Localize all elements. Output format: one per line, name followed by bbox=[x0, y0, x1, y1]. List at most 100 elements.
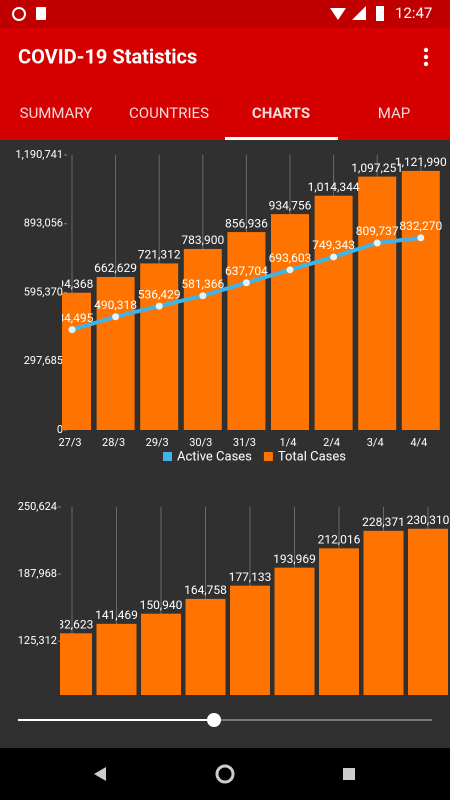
x-tick-label: 1/4 bbox=[280, 436, 297, 449]
bar bbox=[314, 195, 353, 430]
line-point bbox=[155, 302, 163, 310]
value-labels: 594,368662,629721,312783,900856,936934,7… bbox=[51, 155, 447, 325]
line-point bbox=[417, 234, 425, 242]
bar-value-label: 141,469 bbox=[95, 608, 138, 622]
app-title: COVID-19 Statistics bbox=[18, 44, 197, 68]
nav-bar bbox=[0, 748, 450, 800]
legend-swatch bbox=[263, 452, 273, 461]
bar-value-label: 856,936 bbox=[225, 216, 268, 230]
bar bbox=[96, 276, 135, 430]
bar-value-label: 230,310 bbox=[407, 513, 450, 527]
bar-value-label: 1,014,344 bbox=[308, 180, 360, 194]
bar-value-label: 934,756 bbox=[269, 198, 312, 212]
bar bbox=[141, 613, 181, 695]
nav-back[interactable] bbox=[94, 767, 106, 781]
bar bbox=[96, 623, 137, 695]
nav-recents[interactable] bbox=[343, 768, 355, 780]
bar-value-label: 594,368 bbox=[51, 277, 94, 291]
line-value-label: 490,318 bbox=[94, 298, 137, 312]
bar-value-label: 662,629 bbox=[94, 261, 137, 275]
bar bbox=[183, 248, 222, 430]
bar-value-label: 132,623 bbox=[51, 617, 94, 631]
tab[interactable]: SUMMARY bbox=[20, 104, 93, 122]
bar-value-label: 1,121,990 bbox=[395, 155, 447, 169]
x-tick-label: 27/3 bbox=[58, 436, 81, 449]
x-tick-label: 28/3 bbox=[102, 436, 125, 449]
y-tick-label: 595,370 bbox=[24, 285, 63, 298]
battery-icon bbox=[376, 6, 384, 21]
legend-label: Active Cases bbox=[177, 449, 252, 464]
bar bbox=[408, 528, 448, 695]
bars bbox=[60, 528, 448, 695]
signal-icon bbox=[352, 6, 366, 20]
bar bbox=[60, 633, 92, 695]
bar bbox=[401, 170, 440, 431]
line-point bbox=[199, 292, 207, 300]
bar bbox=[271, 214, 309, 430]
bar-value-label: 150,940 bbox=[140, 598, 183, 612]
bar-value-label: 212,016 bbox=[318, 533, 361, 547]
bar bbox=[274, 567, 315, 695]
wifi-icon bbox=[330, 8, 346, 20]
line-value-label: 637,704 bbox=[225, 264, 268, 278]
chart-bottom: 125,312187,968250,624132,623141,469150,9… bbox=[18, 500, 450, 695]
chart-top: 0297,685595,370893,0561,190,741594,36866… bbox=[15, 148, 447, 465]
line-point bbox=[286, 266, 294, 274]
line-value-label: 809,737 bbox=[356, 224, 399, 238]
bar-value-label: 1,097,251 bbox=[351, 161, 403, 175]
tab-indicator bbox=[225, 137, 338, 140]
x-tick-label: 3/4 bbox=[367, 436, 384, 449]
line-value-label: 434,495 bbox=[51, 311, 94, 325]
status-time: 12:47 bbox=[395, 4, 432, 22]
line-point bbox=[112, 313, 120, 321]
bar-value-label: 164,758 bbox=[184, 583, 227, 597]
overflow-menu[interactable] bbox=[423, 47, 429, 67]
legend-swatch bbox=[163, 452, 172, 461]
y-tick-label: 125,312 bbox=[18, 634, 57, 647]
bar bbox=[319, 548, 359, 695]
y-tick-label: 187,968 bbox=[18, 567, 57, 580]
status-bar bbox=[0, 0, 450, 28]
y-tick-label: 297,685 bbox=[24, 354, 63, 367]
line-point bbox=[68, 326, 76, 334]
line-value-label: 749,343 bbox=[312, 238, 355, 252]
tab[interactable]: MAP bbox=[378, 104, 410, 122]
y-tick-label: 0 bbox=[57, 423, 63, 436]
y-tick-label: 893,056 bbox=[24, 217, 63, 230]
y-tick-label: 250,624 bbox=[18, 500, 57, 513]
x-tick-label: 2/4 bbox=[323, 436, 340, 449]
x-tick-label: 29/3 bbox=[146, 436, 169, 449]
bar-value-label: 721,312 bbox=[138, 248, 181, 262]
line-point bbox=[330, 253, 338, 261]
bar bbox=[227, 232, 266, 430]
slider-thumb[interactable] bbox=[207, 713, 221, 727]
bar bbox=[230, 585, 270, 695]
line-value-label: 536,429 bbox=[138, 287, 181, 301]
nav-home[interactable] bbox=[215, 764, 235, 784]
tab-selected[interactable]: CHARTS bbox=[252, 104, 310, 122]
x-tick-label: 4/4 bbox=[410, 436, 427, 449]
x-tick-label: 30/3 bbox=[189, 436, 212, 449]
line-point bbox=[242, 279, 250, 287]
legend-label: Total Cases bbox=[278, 449, 346, 464]
bar-value-label: 228,371 bbox=[362, 515, 405, 529]
bar-value-label: 783,900 bbox=[181, 233, 224, 247]
x-tick-label: 31/3 bbox=[233, 436, 256, 449]
sd-icon bbox=[36, 7, 46, 20]
bar-value-label: 177,133 bbox=[229, 570, 272, 584]
app-bar bbox=[0, 28, 450, 140]
line-value-label: 832,270 bbox=[399, 219, 442, 233]
value-labels: 132,623141,469150,940164,758177,133193,9… bbox=[51, 513, 450, 632]
line-value-label: 581,366 bbox=[181, 277, 224, 291]
y-tick-label: 1,190,741 bbox=[15, 148, 63, 161]
status-icon bbox=[12, 7, 26, 21]
bar bbox=[363, 530, 404, 695]
bar-value-label: 193,969 bbox=[273, 552, 316, 566]
bar bbox=[140, 263, 179, 430]
line-value-label: 693,603 bbox=[269, 251, 312, 265]
bar bbox=[185, 598, 226, 695]
tab[interactable]: COUNTRIES bbox=[129, 104, 209, 122]
line-point bbox=[373, 239, 381, 247]
